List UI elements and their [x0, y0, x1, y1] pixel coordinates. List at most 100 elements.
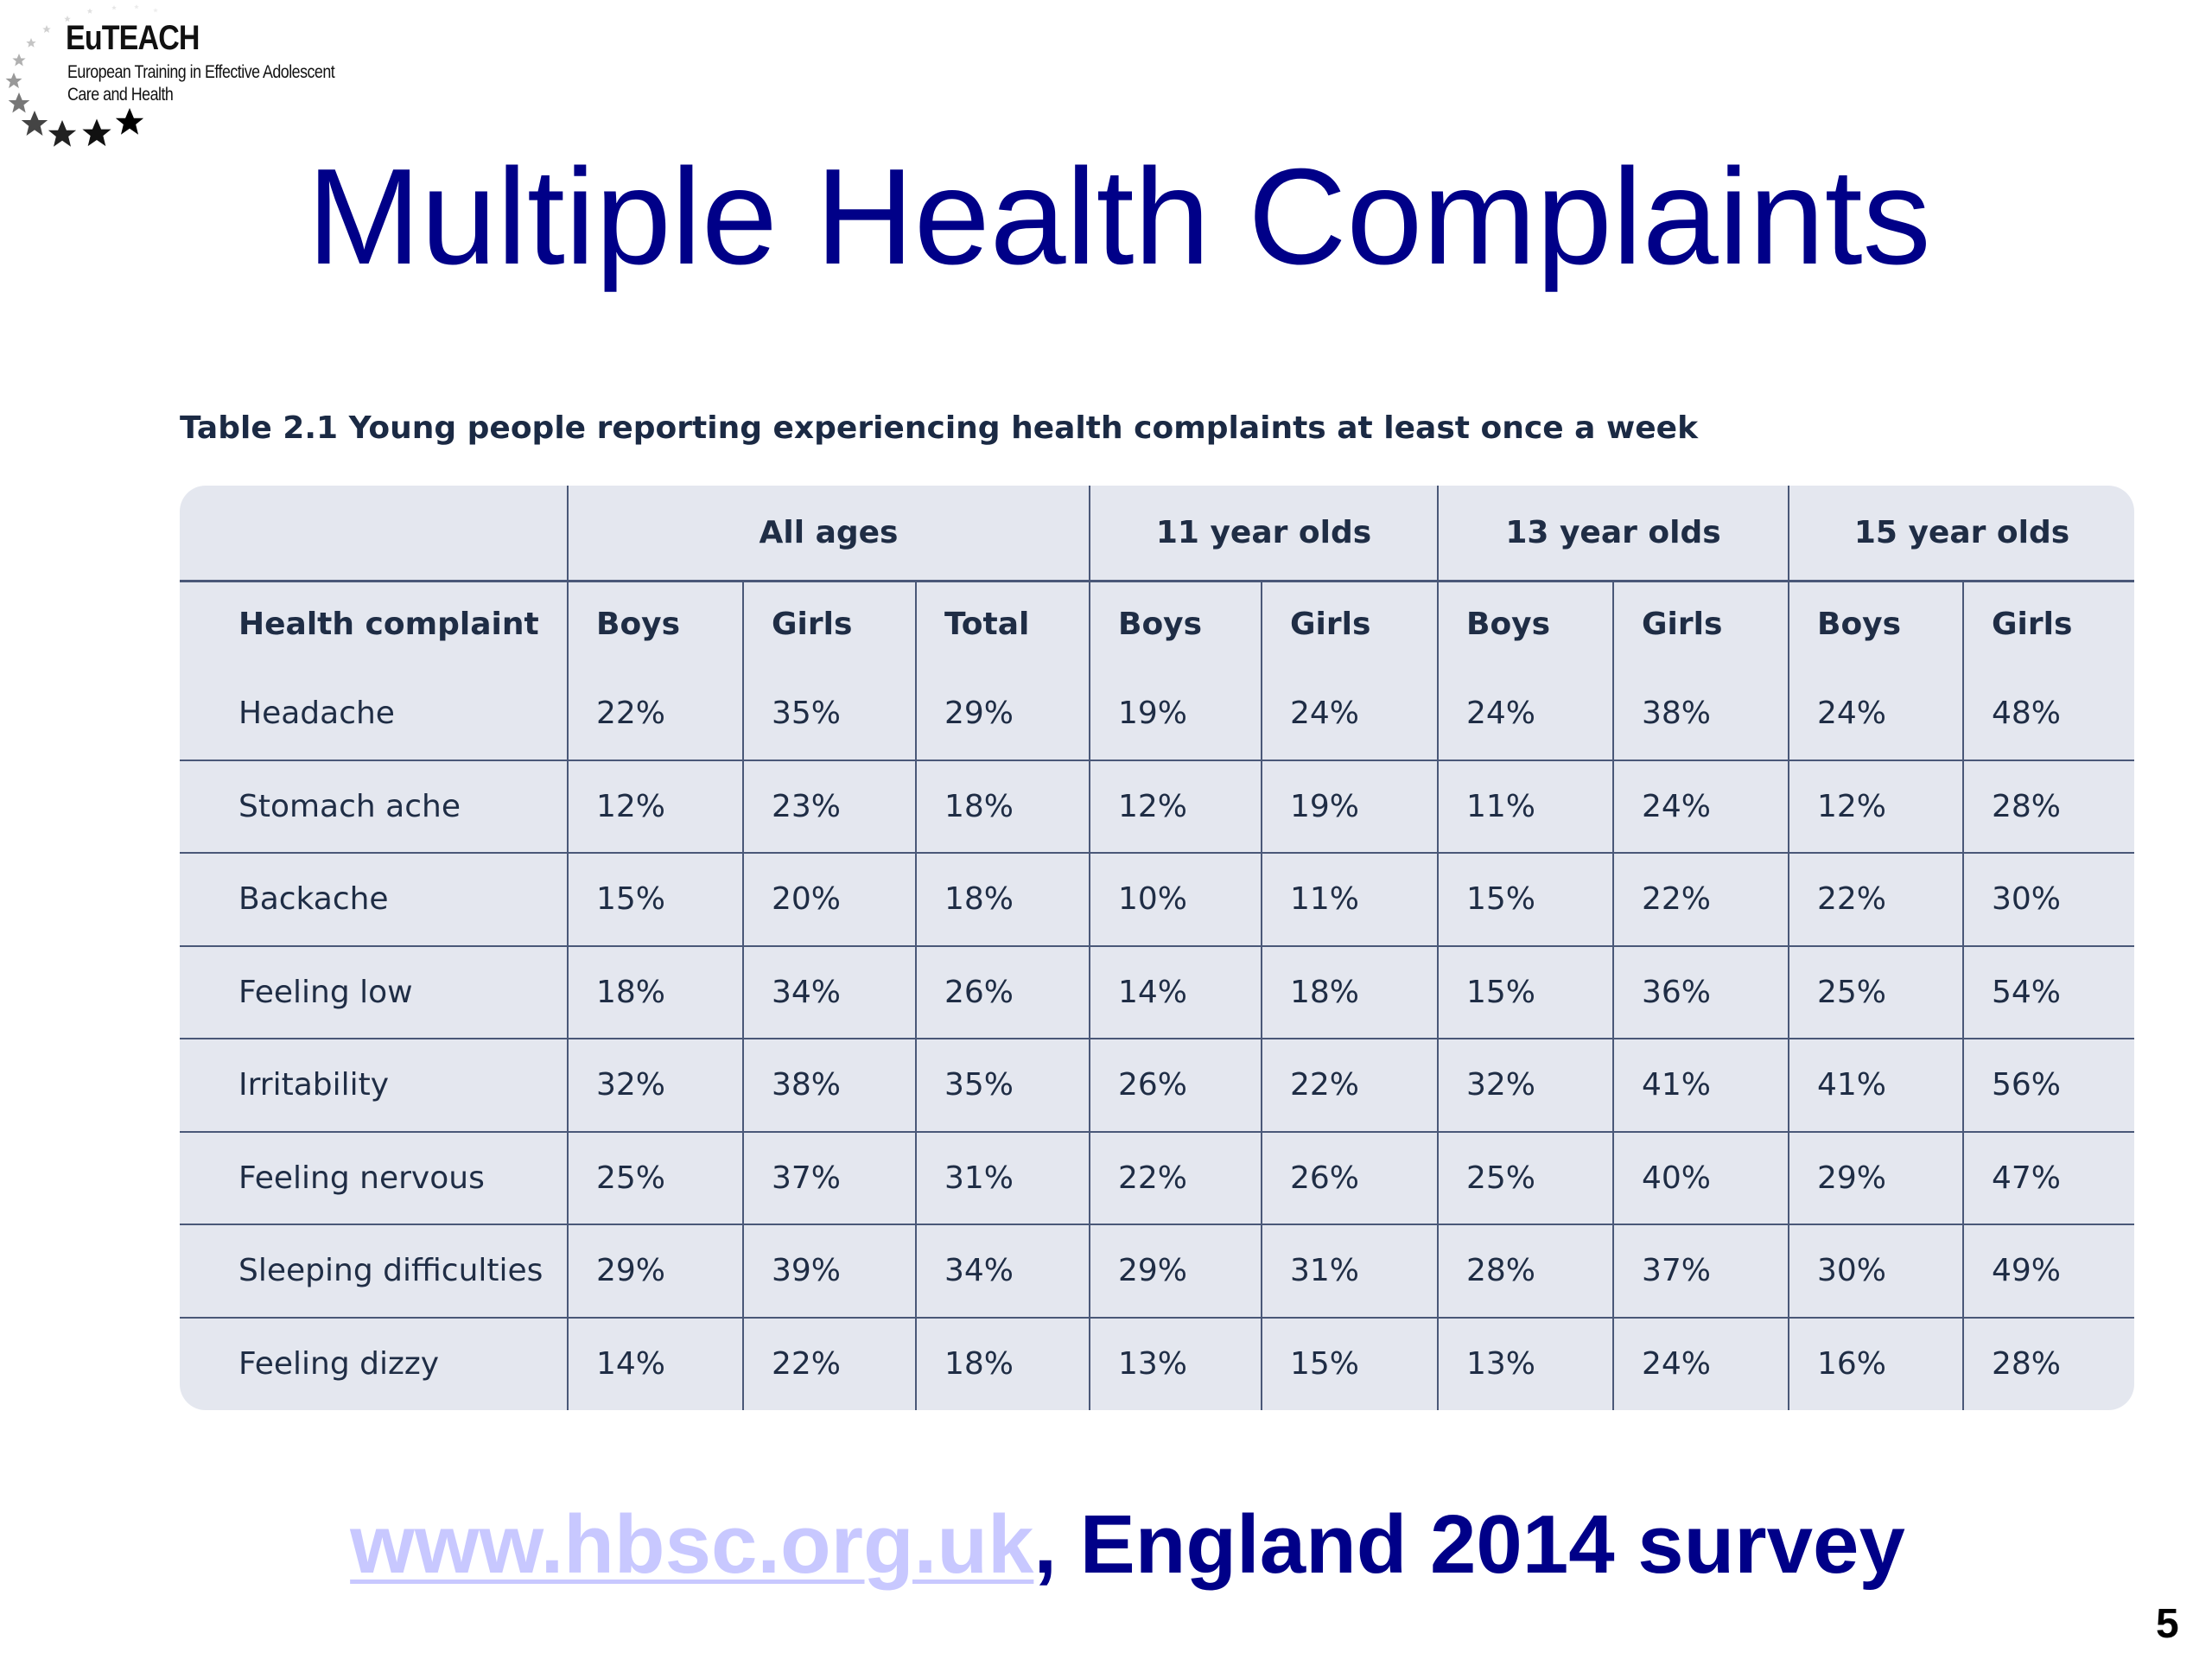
column-header-girls: Girls [1962, 579, 2134, 667]
table-cell: 22% [1612, 852, 1789, 946]
hbsc-link[interactable]: www.hbsc.org.uk [350, 1498, 1034, 1591]
group-header-all-ages: All ages [567, 486, 1090, 581]
table-cell: 23% [742, 759, 916, 853]
table-cell: 47% [1962, 1130, 2134, 1224]
slide-title: Multiple Health Complaints [307, 141, 1931, 293]
table-cell: 20% [742, 852, 916, 946]
column-header-total: Total [915, 579, 1090, 667]
table-cell: 18% [1261, 944, 1438, 1039]
table-row: Backache 15% 20% 18% 10% 11% 15% 22% 22% 30% [180, 852, 2134, 946]
table-cell: 12% [567, 759, 743, 853]
group-header-13-year-olds: 13 year olds [1437, 486, 1789, 581]
table-cell: 14% [1089, 944, 1262, 1039]
data-table: All ages 11 year olds 13 year olds 15 ye… [180, 486, 2134, 1410]
table-cell: 12% [1788, 759, 1963, 853]
column-header-girls: Girls [742, 579, 916, 667]
table-cell: 30% [1962, 852, 2134, 946]
footer-text: , England 2014 survey [1033, 1498, 1905, 1591]
table-cell: 18% [915, 759, 1090, 853]
row-label: Irritability [180, 1038, 568, 1132]
table-cell: 35% [742, 667, 916, 760]
table-cell: 41% [1788, 1038, 1963, 1132]
table-cell: 15% [1437, 944, 1613, 1039]
table-cell: 15% [1261, 1316, 1438, 1410]
table-cell: 22% [1089, 1130, 1262, 1224]
table-cell: 32% [1437, 1038, 1613, 1132]
row-label: Feeling dizzy [180, 1316, 568, 1410]
table-row: Feeling dizzy 14% 22% 18% 13% 15% 13% 24% 16% 28% [180, 1316, 2134, 1410]
logo-name: EuTEACH [66, 19, 200, 57]
table-cell: 41% [1612, 1038, 1789, 1132]
table-cell: 18% [567, 944, 743, 1039]
table-cell: 28% [1962, 1316, 2134, 1410]
table-cell: 28% [1437, 1224, 1613, 1318]
table-body: Headache 22% 35% 29% 19% 24% 24% 38% 24% 48% Stoma… [180, 667, 2134, 1410]
table-cell: 15% [1437, 852, 1613, 946]
table-cell: 26% [1089, 1038, 1262, 1132]
column-header-boys: Boys [567, 579, 743, 667]
page-number: 5 [2156, 1601, 2179, 1647]
table-cell: 54% [1962, 944, 2134, 1039]
row-label: Stomach ache [180, 759, 568, 853]
group-header-15-year-olds: 15 year olds [1788, 486, 2134, 581]
table-cell: 25% [567, 1130, 743, 1224]
table-cell: 19% [1089, 667, 1262, 760]
row-label: Feeling low [180, 944, 568, 1039]
table-cell: 29% [915, 667, 1090, 760]
table-cell: 37% [742, 1130, 916, 1224]
table-caption: Table 2.1 Young people reporting experie… [180, 410, 1699, 446]
table-row: Headache 22% 35% 29% 19% 24% 24% 38% 24% 48% [180, 667, 2134, 760]
column-header-boys: Boys [1089, 579, 1262, 667]
table-cell: 56% [1962, 1038, 2134, 1132]
logo-subtitle-line2: Care and Health [67, 85, 174, 105]
logo-subtitle-line1: European Training in Effective Adolescen… [67, 62, 335, 82]
table-cell: 24% [1261, 667, 1438, 760]
column-header-girls: Girls [1612, 579, 1789, 667]
table-cell: 24% [1612, 759, 1789, 853]
euteach-logo: EuTEACH European Training in Effective A… [0, 0, 363, 160]
table-cell: 26% [1261, 1130, 1438, 1224]
table-cell: 13% [1089, 1316, 1262, 1410]
table-cell: 29% [1788, 1130, 1963, 1224]
table-cell: 32% [567, 1038, 743, 1132]
group-header-blank [180, 486, 568, 581]
table-cell: 48% [1962, 667, 2134, 760]
table-cell: 18% [915, 852, 1090, 946]
table-cell: 24% [1437, 667, 1613, 760]
row-label: Headache [238, 695, 395, 731]
column-header-row: Health complaint Boys Girls Total Boys Girls B… [180, 579, 2134, 667]
table-cell: 29% [567, 1224, 743, 1318]
table-cell: 14% [567, 1316, 743, 1410]
table-cell: 15% [567, 852, 743, 946]
table-cell: 18% [915, 1316, 1090, 1410]
table-row: Stomach ache 12% 23% 18% 12% 19% 11% 24% 12% 28% [180, 759, 2134, 853]
table-row: Feeling nervous 25% 37% 31% 22% 26% 25% 40% 29% 4… [180, 1130, 2134, 1224]
row-label: Sleeping difficulties [180, 1224, 568, 1318]
table-cell: 38% [742, 1038, 916, 1132]
table-row: Sleeping difficulties 29% 39% 34% 29% 31% 28% 3… [180, 1224, 2134, 1318]
group-header-row: All ages 11 year olds 13 year olds 15 ye… [180, 486, 2134, 581]
table-cell: 30% [1788, 1224, 1963, 1318]
table-cell: 19% [1261, 759, 1438, 853]
row-label: Backache [180, 852, 568, 946]
table-cell: 24% [1788, 667, 1963, 760]
health-complaints-table: All ages 11 year olds 13 year olds 15 ye… [180, 486, 2134, 1410]
table-cell: 34% [742, 944, 916, 1039]
table-cell: 13% [1437, 1316, 1613, 1410]
table-cell: 22% [1261, 1038, 1438, 1132]
table-cell: 24% [1612, 1316, 1789, 1410]
table-cell: 28% [1962, 759, 2134, 853]
table-cell: 22% [567, 667, 743, 760]
table-cell: 38% [1612, 667, 1789, 760]
table-row: Feeling low 18% 34% 26% 14% 18% 15% 36% 25% 54% [180, 944, 2134, 1039]
table-cell: 37% [1612, 1224, 1789, 1318]
table-cell: 31% [915, 1130, 1090, 1224]
table-row: Irritability 32% 38% 35% 26% 22% 32% 41% 41% 56% [180, 1038, 2134, 1132]
table-cell: 35% [915, 1038, 1090, 1132]
table-cell: 16% [1788, 1316, 1963, 1410]
table-cell: 11% [1437, 759, 1613, 853]
column-header-boys: Boys [1788, 579, 1963, 667]
table-cell: 39% [742, 1224, 916, 1318]
row-label: Feeling nervous [180, 1130, 568, 1224]
